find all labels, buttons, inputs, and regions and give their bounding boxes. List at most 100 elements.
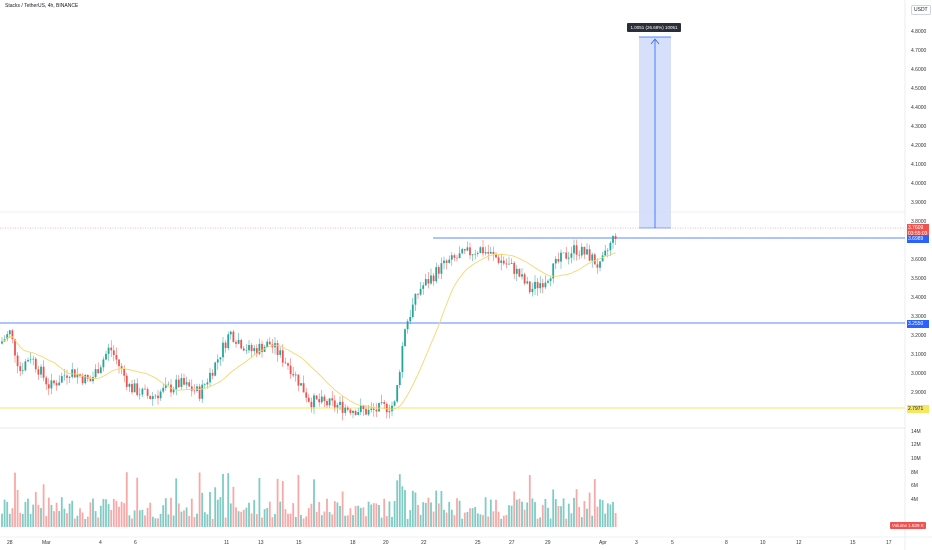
- candle-body: [401, 346, 404, 373]
- candle-body: [463, 249, 466, 251]
- candle-body: [240, 339, 243, 349]
- currency-selector[interactable]: USDT: [911, 5, 931, 15]
- price-tick: 3.5000: [911, 276, 927, 282]
- price-tick: 3.2000: [911, 333, 927, 339]
- volume-bar: [318, 502, 321, 527]
- volume-bar: [328, 512, 331, 527]
- volume-bar: [393, 501, 396, 527]
- volume-bar: [47, 497, 50, 527]
- volume-bar: [203, 512, 206, 527]
- volume-bar: [263, 509, 266, 527]
- chart-title: Stacks / TetherUS, 4h, BINANCE: [5, 3, 79, 9]
- volume-bar: [11, 508, 14, 527]
- level-upper-tag: 3.6989: [907, 235, 929, 243]
- candle-body: [359, 405, 362, 413]
- volume-bar: [531, 498, 534, 527]
- volume-bar: [99, 505, 102, 527]
- candle-body: [552, 263, 555, 279]
- volume-bar: [144, 515, 146, 527]
- time-tick: 8: [725, 540, 728, 546]
- candle-body: [154, 395, 157, 397]
- candle-body: [562, 252, 565, 254]
- volume-bar: [552, 489, 555, 527]
- volume-bar: [482, 515, 484, 527]
- candle-body: [209, 372, 211, 383]
- volume-bar: [300, 514, 302, 527]
- volume-badge-value: 1.529 K: [908, 523, 924, 528]
- candle-body: [224, 342, 227, 349]
- time-tick: Mar: [42, 540, 51, 546]
- candle-body: [73, 369, 76, 378]
- volume-bar: [604, 513, 607, 527]
- volume-bar: [557, 505, 560, 527]
- candle-body: [354, 410, 357, 415]
- volume-bar: [294, 516, 297, 527]
- price-tick: 3.8000: [911, 219, 927, 225]
- candle-body: [128, 383, 131, 387]
- volume-tick: 12M: [911, 442, 921, 449]
- volume-bar: [518, 498, 521, 527]
- volume-bar: [458, 500, 461, 527]
- volume-bar: [471, 508, 474, 527]
- price-tick: 4.2000: [911, 143, 927, 149]
- time-tick: 25: [475, 540, 481, 546]
- volume-bar: [583, 501, 586, 527]
- candle-body: [526, 281, 529, 284]
- candle-body: [310, 401, 313, 408]
- candle-body: [318, 399, 321, 403]
- volume-bar: [58, 511, 61, 527]
- candle-body: [250, 345, 253, 352]
- volume-bar: [138, 510, 141, 527]
- volume-bar: [445, 512, 448, 527]
- volume-bar: [242, 509, 245, 527]
- time-tick: 17: [886, 540, 892, 546]
- candle-body: [107, 347, 110, 354]
- volume-bar: [424, 502, 427, 527]
- candle-body: [188, 382, 191, 387]
- volume-bar: [526, 502, 529, 527]
- volume-bar: [45, 516, 48, 527]
- volume-bar: [508, 505, 510, 527]
- volume-bar: [172, 515, 175, 527]
- volume-bar: [573, 497, 575, 527]
- volume-bar: [63, 508, 66, 527]
- volume-bar: [370, 504, 373, 527]
- candle-body: [105, 353, 107, 360]
- price-tick: 2.9000: [911, 390, 927, 396]
- candle-body: [479, 247, 482, 253]
- volume-bar: [128, 515, 131, 527]
- volume-bar: [536, 518, 539, 527]
- volume-bar: [515, 499, 518, 527]
- candle-body: [40, 366, 42, 375]
- candle-body: [448, 259, 451, 263]
- candle-body: [396, 385, 399, 402]
- candle-body: [89, 378, 92, 382]
- candle-body: [180, 378, 183, 388]
- volume-bar: [235, 507, 237, 527]
- candle-body: [97, 369, 100, 374]
- candle-body: [172, 389, 175, 393]
- volume-bar: [502, 515, 505, 527]
- candle-body: [242, 348, 245, 351]
- candle-body: [573, 245, 575, 254]
- candle-body: [614, 236, 617, 240]
- volume-bar: [359, 507, 362, 527]
- volume-bar: [193, 517, 196, 527]
- candlestick-series[interactable]: [1, 233, 617, 421]
- candle-body: [307, 397, 310, 402]
- candle-body: [125, 375, 128, 387]
- candle-body: [320, 396, 323, 403]
- candle-body: [245, 350, 248, 351]
- candle-body: [131, 383, 133, 393]
- candle-body: [37, 369, 40, 375]
- volume-bar: [271, 517, 274, 527]
- volume-bar: [81, 512, 84, 527]
- volume-bar: [310, 503, 313, 527]
- volume-bar: [66, 513, 68, 527]
- candle-body: [47, 384, 50, 389]
- candle-body: [268, 341, 271, 345]
- volume-bar: [71, 500, 74, 527]
- volume-bar: [198, 472, 201, 527]
- volume-bar: [344, 515, 347, 527]
